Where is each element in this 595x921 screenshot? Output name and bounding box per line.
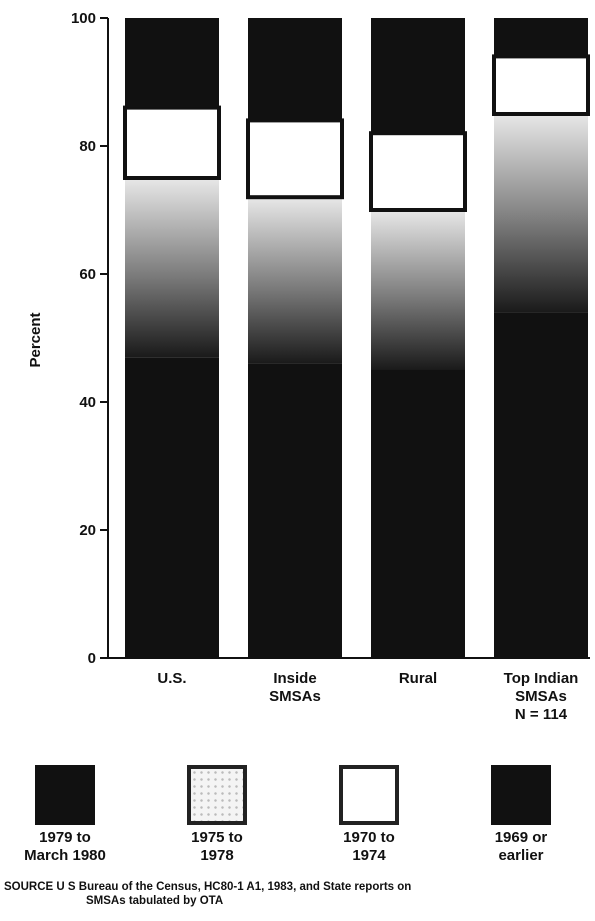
bar-segment — [494, 312, 588, 658]
stacked-bar-chart: Percent 0 20 40 60 80 100 — [27, 10, 590, 667]
bar-segment — [492, 54, 590, 116]
bar-segment — [371, 370, 465, 658]
legend-swatch — [339, 765, 399, 825]
y-tick-label: 100 — [71, 10, 96, 27]
y-tick-label: 80 — [79, 138, 96, 155]
bar-segment — [371, 210, 465, 370]
y-tick-label: 40 — [79, 394, 96, 411]
bar-segment — [248, 18, 342, 121]
bar-segment — [494, 114, 588, 313]
legend-label: 1970 to 1974 — [343, 829, 395, 864]
y-tick-label: 20 — [79, 522, 96, 539]
bar-segment — [246, 118, 344, 200]
legend-swatch — [187, 765, 247, 825]
bar-segment — [494, 18, 588, 57]
bar-segment — [125, 357, 219, 658]
bar-segment — [125, 18, 219, 108]
legend-label: 1979 to March 1980 — [24, 829, 106, 864]
bar-segment — [123, 105, 221, 180]
legend-label: 1969 or earlier — [494, 829, 548, 864]
legend-item: 1975 to 1978 — [157, 765, 277, 865]
bar-segment — [248, 363, 342, 658]
bar-segment — [125, 178, 219, 358]
legend-item: 1970 to 1974 — [309, 765, 429, 865]
bars — [123, 18, 590, 658]
source-line-2: SMSAs tabulated by OTA — [86, 895, 224, 907]
category-label: U.S. — [157, 670, 187, 687]
bar-segment — [369, 131, 467, 212]
y-ticks: 0 20 40 60 80 100 — [71, 10, 108, 667]
bar-segment — [371, 18, 465, 134]
legend-item: 1969 or earlier — [461, 765, 581, 865]
source-line-1: SOURCE U S Bureau of the Census, HC80-1 … — [4, 881, 412, 893]
legend-swatch — [35, 765, 95, 825]
y-tick-label: 60 — [79, 266, 96, 283]
y-axis-label: Percent — [27, 312, 44, 367]
legend-label: 1975 to 1978 — [191, 829, 243, 864]
bar-segment — [248, 197, 342, 364]
legend-item: 1979 to March 1980 — [5, 765, 125, 865]
category-label: Inside SMSAs — [269, 670, 321, 705]
source-note: SOURCE U S Bureau of the Census, HC80-1 … — [4, 880, 594, 908]
category-label: Top Indian SMSAs N = 114 — [503, 670, 579, 723]
y-tick-label: 0 — [88, 650, 96, 667]
legend-swatch — [491, 765, 551, 825]
category-label: Rural — [398, 670, 438, 687]
